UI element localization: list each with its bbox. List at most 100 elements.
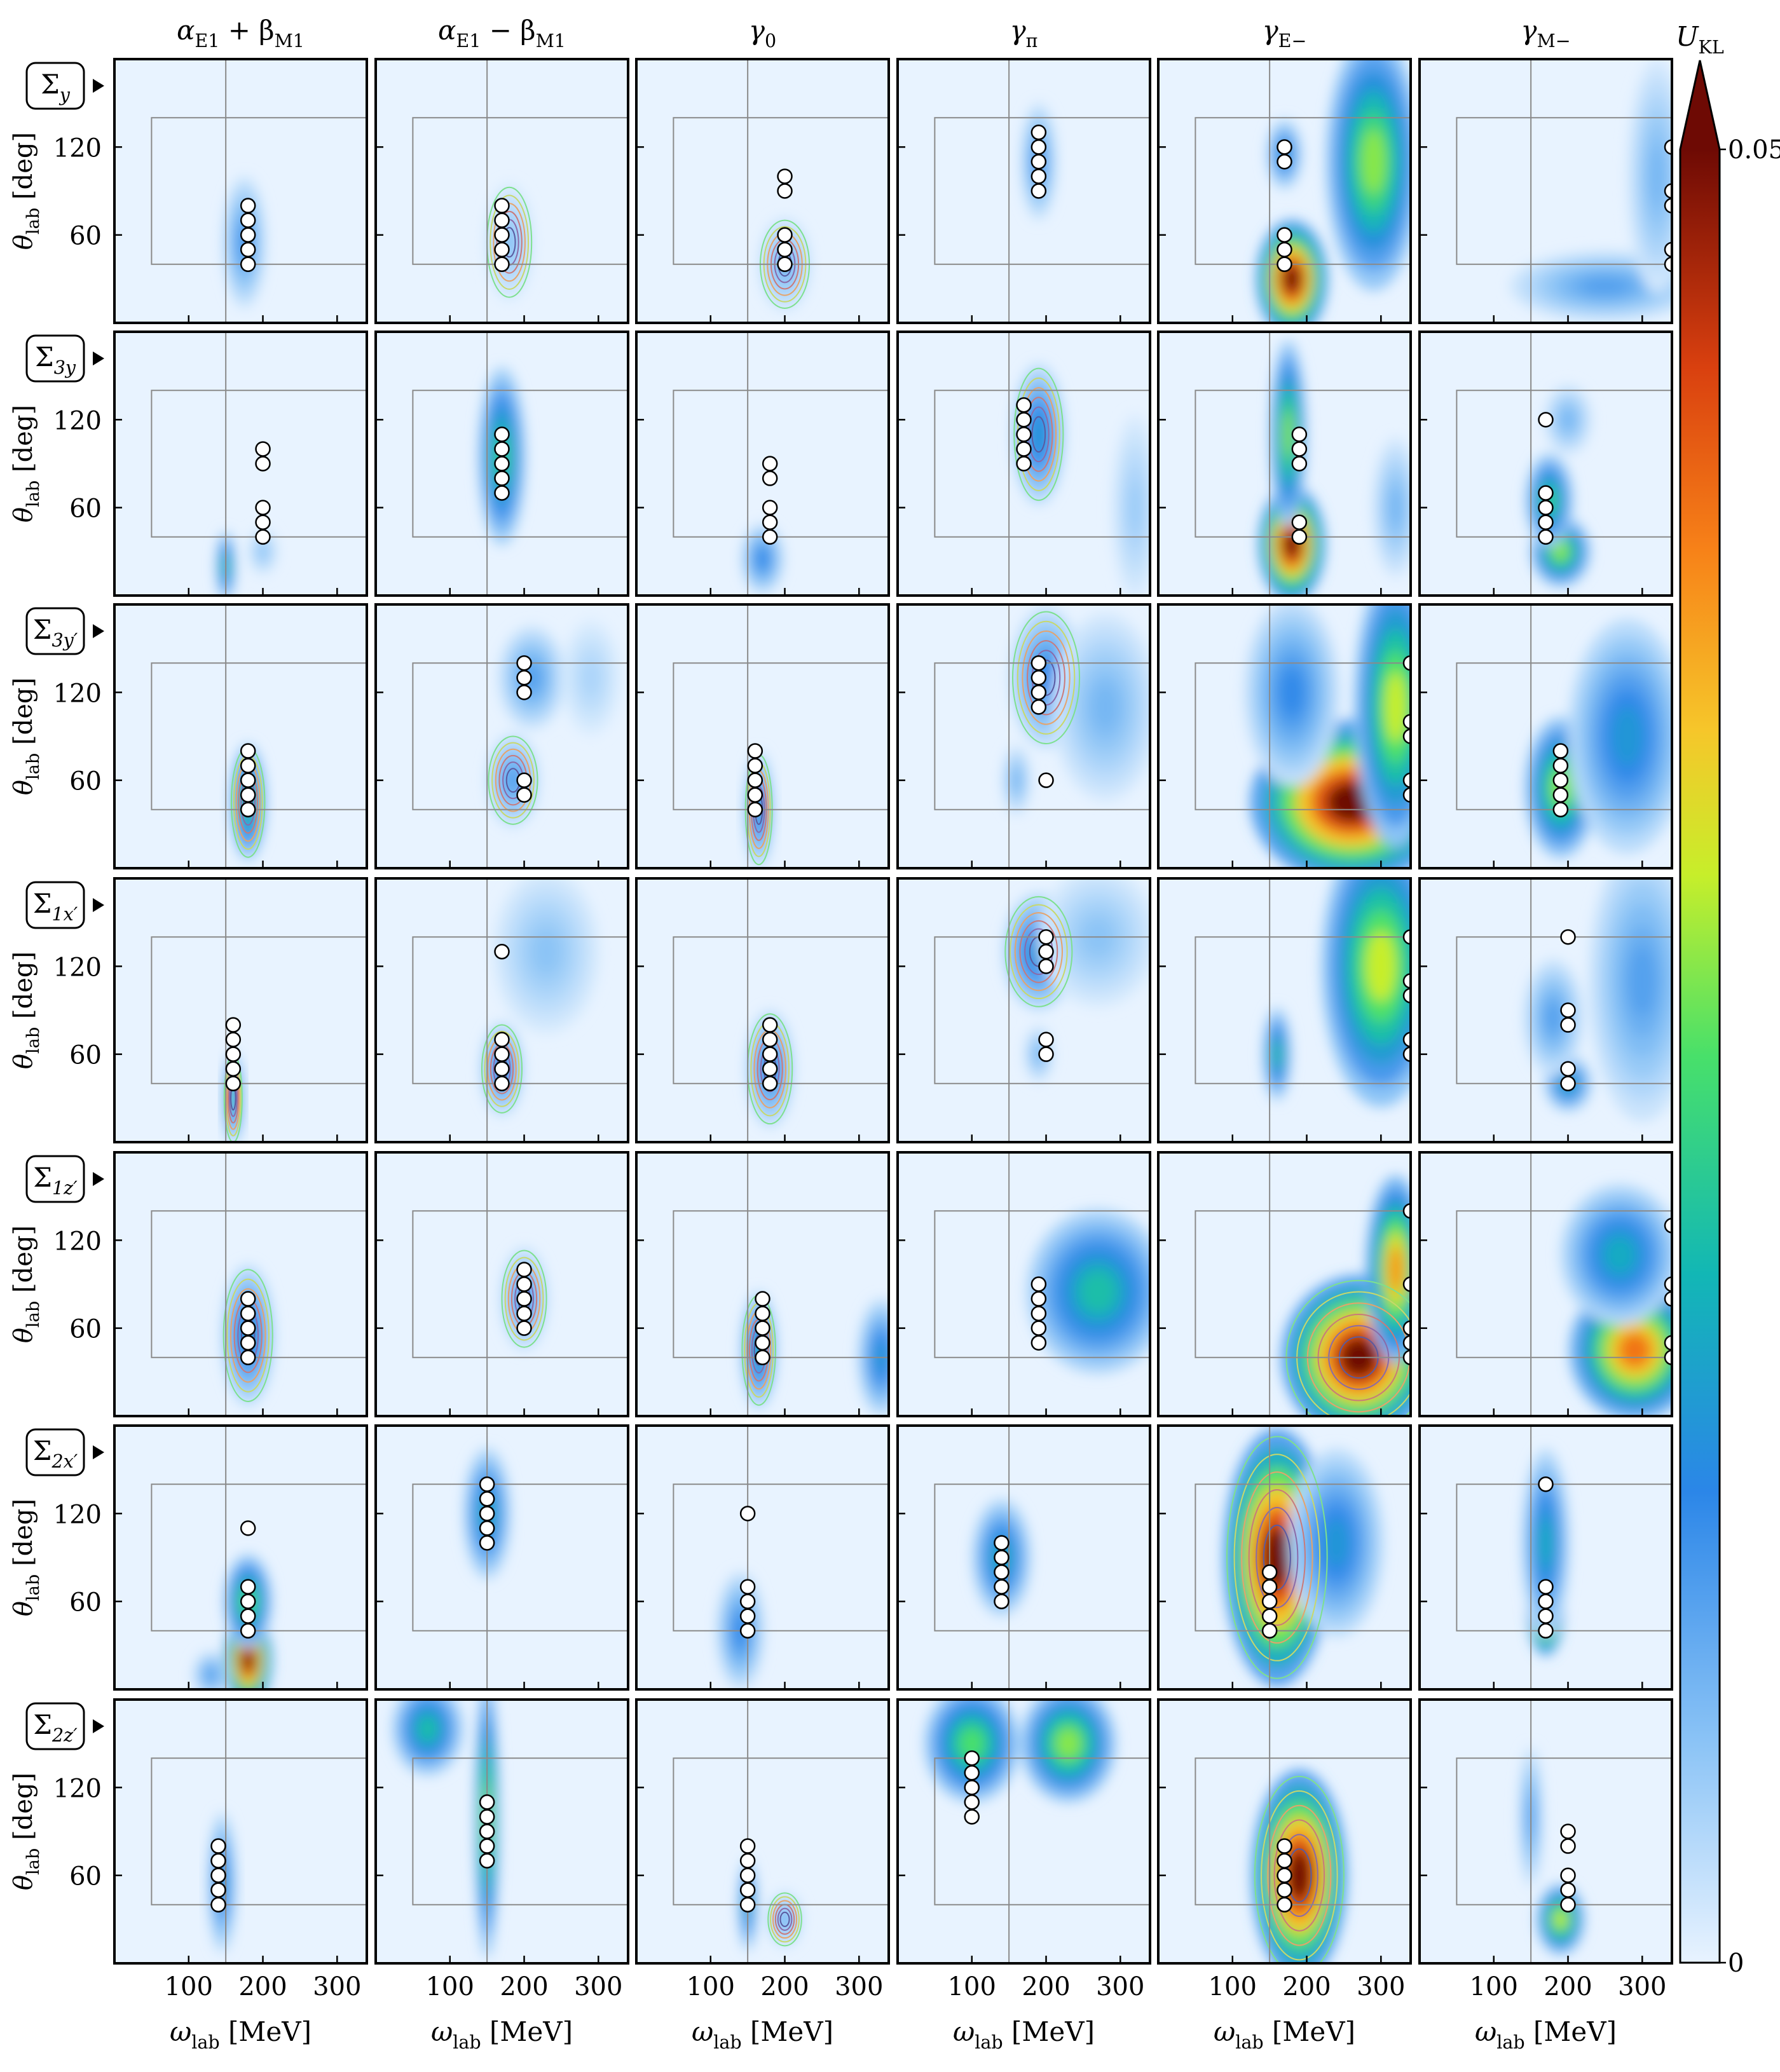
heat-layer <box>1523 878 1672 1122</box>
data-point <box>479 1535 495 1551</box>
data-point <box>240 1335 256 1351</box>
y-axis-label: θlab [deg] <box>9 1773 43 1890</box>
panel-r2-c3 <box>896 603 1151 869</box>
data-point <box>1538 529 1554 545</box>
panel-frame <box>635 603 890 869</box>
panel-r2-c4 <box>1157 603 1412 869</box>
panel-frame <box>1418 877 1673 1143</box>
x-tick-label: 100 <box>1208 1972 1257 2001</box>
panel-r5-c4 <box>1157 1424 1412 1691</box>
panel-r6-c1 <box>374 1698 629 1965</box>
panel-r6-c2 <box>635 1698 890 1965</box>
heat-blob <box>1649 147 1665 206</box>
data-point <box>516 1305 532 1321</box>
data-point <box>1560 1017 1576 1033</box>
panel-frame <box>1418 1698 1673 1965</box>
heat-layer <box>1522 1448 1570 1656</box>
data-point <box>516 1276 532 1292</box>
panel-frame <box>374 331 629 597</box>
data-point <box>762 500 778 515</box>
x-tick-label: 200 <box>1282 1972 1331 2001</box>
heat-blob <box>1366 931 1396 1002</box>
contour <box>770 1896 800 1943</box>
contour <box>1273 1819 1325 1932</box>
data-point <box>240 227 256 243</box>
data-point <box>240 1305 256 1321</box>
contour <box>772 1900 798 1939</box>
data-point <box>255 529 271 545</box>
data-point <box>1277 227 1292 243</box>
data-point <box>494 470 510 486</box>
x-tick-label: 200 <box>1022 1972 1070 2001</box>
data-point <box>994 1564 1010 1580</box>
data-point <box>1402 772 1411 788</box>
panel-background <box>114 1700 367 1963</box>
data-point <box>210 1853 226 1869</box>
data-point <box>1664 198 1672 214</box>
data-point <box>747 801 763 818</box>
contour <box>1027 640 1065 716</box>
column-title: αE1 − βM1 <box>438 15 566 51</box>
panel-frame <box>374 1698 629 1965</box>
panel-frame <box>1418 331 1673 597</box>
panel-frame <box>896 331 1151 597</box>
panel-r0-c1 <box>374 58 629 324</box>
data-point <box>479 1476 495 1492</box>
data-point <box>516 685 532 700</box>
data-point <box>240 1520 256 1536</box>
panel-frame <box>113 603 368 869</box>
data-point <box>1560 1882 1576 1898</box>
data-point <box>240 198 256 214</box>
heat-blob <box>1553 543 1568 561</box>
heat-layer <box>741 524 784 594</box>
data-point <box>777 168 793 184</box>
panel-frame <box>896 1698 1151 1965</box>
panel-frame <box>635 1698 890 1965</box>
heat-blob <box>1618 1332 1652 1368</box>
data-point <box>494 227 510 243</box>
panel-frame <box>1157 877 1412 1143</box>
panel-frame <box>1157 58 1412 324</box>
heat-layer <box>1560 1184 1672 1416</box>
x-tick-label: 200 <box>760 1972 809 2001</box>
data-point <box>739 1608 756 1624</box>
colorbar-min-label: 0 <box>1728 1949 1744 1978</box>
contour <box>1254 1776 1345 1963</box>
contour <box>491 742 535 819</box>
data-point <box>516 1262 532 1278</box>
data-point <box>1038 944 1054 960</box>
y-axis-label: θlab [deg] <box>9 678 43 795</box>
row-label: Σ2x′ <box>33 1435 78 1472</box>
x-tick-label: 200 <box>500 1972 548 2001</box>
contour <box>1017 620 1076 735</box>
contour <box>779 1911 790 1927</box>
data-point <box>747 758 763 774</box>
data-point <box>1560 1823 1576 1839</box>
row-label-arrow <box>93 898 104 912</box>
contour <box>767 1892 802 1947</box>
data-point <box>1016 441 1032 457</box>
panel-r4-c2 <box>635 1151 890 1417</box>
heat-blob <box>1032 416 1046 453</box>
panel-r6-c0 <box>113 1698 368 1965</box>
panel-frame <box>374 1424 629 1691</box>
data-point <box>1402 714 1411 730</box>
data-point <box>494 456 510 472</box>
data-point <box>494 1061 510 1077</box>
data-point <box>1030 183 1047 199</box>
data-point <box>1664 183 1672 199</box>
y-tick-label: 60 <box>69 1315 102 1344</box>
data-point <box>240 801 256 818</box>
x-axis-label: ωlab [MeV] <box>1214 2016 1355 2053</box>
heat-layer <box>1244 604 1411 868</box>
data-point <box>255 441 271 457</box>
heat-blob <box>583 663 599 693</box>
data-point <box>1560 1867 1576 1883</box>
data-point <box>1261 1623 1278 1639</box>
heat-blob <box>1284 411 1293 458</box>
panel-frame <box>635 1424 890 1691</box>
panel-r2-c0 <box>113 603 368 869</box>
x-tick-label: 100 <box>426 1972 474 2001</box>
y-tick-label: 120 <box>53 1774 102 1803</box>
heat-blob <box>1324 1519 1348 1567</box>
